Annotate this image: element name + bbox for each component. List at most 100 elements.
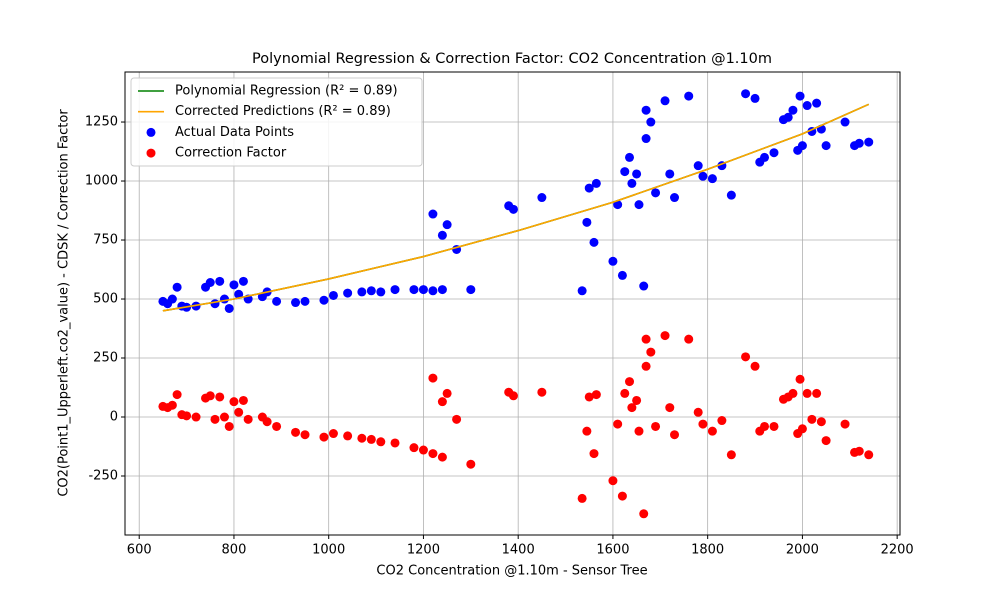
x-tick-label: 1000 bbox=[312, 543, 345, 558]
data-point bbox=[750, 93, 760, 103]
y-tick-label: 1250 bbox=[85, 115, 118, 130]
data-point bbox=[428, 209, 438, 219]
data-point bbox=[665, 403, 675, 413]
data-point bbox=[437, 452, 447, 462]
data-point bbox=[821, 436, 831, 446]
data-point bbox=[641, 105, 651, 115]
data-point bbox=[272, 421, 282, 431]
data-point bbox=[812, 98, 822, 108]
data-point bbox=[760, 421, 770, 431]
legend-label: Actual Data Points bbox=[175, 125, 294, 140]
data-point bbox=[224, 303, 234, 313]
data-point bbox=[769, 421, 779, 431]
data-point bbox=[795, 374, 805, 384]
data-point bbox=[390, 438, 400, 448]
data-point bbox=[442, 388, 452, 398]
data-point bbox=[229, 397, 239, 407]
data-point bbox=[639, 509, 649, 519]
data-point bbox=[343, 288, 353, 298]
data-point bbox=[390, 285, 400, 295]
data-point bbox=[210, 299, 220, 309]
data-point bbox=[234, 289, 244, 299]
x-tick-label: 1200 bbox=[407, 543, 440, 558]
data-point bbox=[234, 407, 244, 417]
y-tick-label: -250 bbox=[88, 469, 118, 484]
data-point bbox=[238, 395, 248, 405]
data-point bbox=[641, 134, 651, 144]
data-point bbox=[428, 286, 438, 296]
x-tick-label: 1600 bbox=[596, 543, 629, 558]
plot-frame bbox=[124, 71, 901, 536]
data-point bbox=[584, 183, 594, 193]
data-point bbox=[769, 148, 779, 158]
data-point bbox=[215, 276, 225, 286]
data-point bbox=[617, 270, 627, 280]
legend-box bbox=[130, 77, 423, 167]
data-point bbox=[437, 230, 447, 240]
data-point bbox=[802, 388, 812, 398]
data-point bbox=[641, 334, 651, 344]
data-point bbox=[537, 387, 547, 397]
data-point bbox=[205, 391, 215, 401]
data-point bbox=[854, 138, 864, 148]
data-point bbox=[608, 476, 618, 486]
data-point bbox=[670, 193, 680, 203]
data-point bbox=[343, 431, 353, 441]
data-point bbox=[670, 430, 680, 440]
data-point bbox=[760, 152, 770, 162]
legend-swatch bbox=[146, 127, 156, 137]
data-point bbox=[788, 105, 798, 115]
y-tick-label: 1000 bbox=[85, 174, 118, 189]
data-point bbox=[262, 417, 272, 427]
data-point bbox=[665, 169, 675, 179]
data-point bbox=[172, 282, 182, 292]
x-tick-label: 1400 bbox=[502, 543, 535, 558]
data-point bbox=[646, 117, 656, 127]
data-point bbox=[783, 112, 793, 122]
data-point bbox=[632, 169, 642, 179]
data-point bbox=[660, 96, 670, 106]
data-point bbox=[797, 141, 807, 151]
data-point bbox=[816, 417, 826, 427]
data-point bbox=[224, 421, 234, 431]
data-point bbox=[693, 407, 703, 417]
data-point bbox=[802, 101, 812, 111]
data-point bbox=[726, 450, 736, 460]
data-point bbox=[205, 277, 215, 287]
data-point bbox=[641, 361, 651, 371]
data-point bbox=[693, 161, 703, 171]
data-point bbox=[651, 421, 661, 431]
data-point bbox=[229, 280, 239, 290]
x-tick-label: 1800 bbox=[691, 543, 724, 558]
data-point bbox=[191, 412, 201, 422]
data-point bbox=[840, 419, 850, 429]
data-point bbox=[357, 433, 367, 443]
data-point bbox=[684, 334, 694, 344]
data-point bbox=[589, 449, 599, 459]
data-point bbox=[291, 427, 301, 437]
data-point bbox=[182, 411, 192, 421]
data-point bbox=[717, 416, 727, 426]
data-point bbox=[684, 91, 694, 101]
data-point bbox=[376, 437, 386, 447]
data-point bbox=[620, 167, 630, 177]
data-point bbox=[466, 459, 476, 469]
data-point bbox=[812, 388, 822, 398]
data-point bbox=[698, 171, 708, 181]
data-point bbox=[613, 419, 623, 429]
data-point bbox=[300, 430, 310, 440]
data-point bbox=[418, 445, 428, 455]
data-point bbox=[366, 434, 376, 444]
regression-line bbox=[162, 103, 870, 312]
data-point bbox=[632, 395, 642, 405]
data-point bbox=[750, 361, 760, 371]
data-point bbox=[452, 414, 462, 424]
data-point bbox=[726, 190, 736, 200]
data-point bbox=[577, 286, 587, 296]
data-point bbox=[537, 193, 547, 203]
y-tick-label: 0 bbox=[110, 410, 118, 425]
data-point bbox=[582, 217, 592, 227]
data-point bbox=[300, 296, 310, 306]
data-point bbox=[328, 429, 338, 439]
data-point bbox=[707, 426, 717, 436]
